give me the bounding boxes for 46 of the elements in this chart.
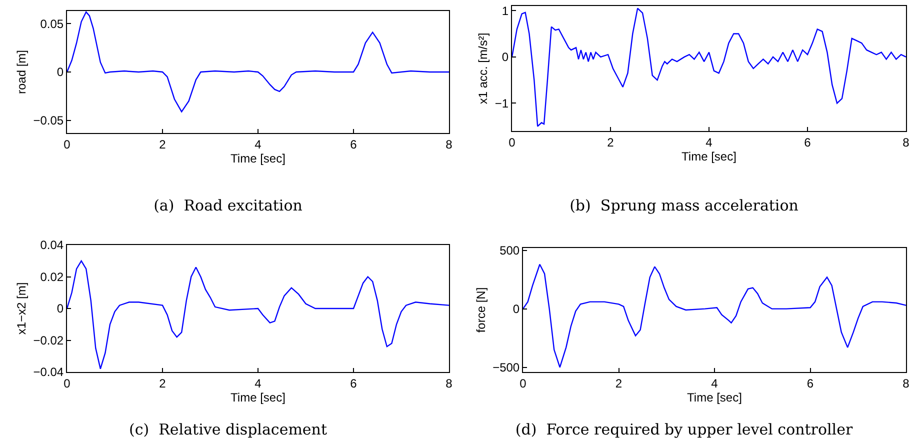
y-axis-title: force [N] (474, 287, 488, 333)
y-tick-label: 0.04 (40, 238, 64, 252)
y-tick-label: −0.05 (33, 114, 64, 128)
y-tick-label: 0.02 (40, 270, 64, 284)
text: (b) Sprung mass acceleration (570, 196, 799, 215)
y-tick-label: −0.04 (33, 365, 64, 380)
line-series (512, 8, 906, 127)
x-tick-label: 8 (902, 135, 910, 150)
y-tick-label: 0 (56, 302, 64, 316)
y-axis-title: road [m] (14, 50, 29, 94)
x-tick-label: 8 (902, 376, 910, 390)
y-axis-title: x1 acc. [m/s²] (476, 32, 490, 104)
x-tick-label: 8 (446, 376, 453, 390)
text: (a) Road excitation (154, 196, 303, 215)
x-axis-title: Time [sec] (230, 151, 286, 166)
x-tick-label: 2 (607, 135, 614, 150)
x-axis-title: Time [sec] (687, 390, 742, 404)
y-tick-label: 0 (56, 65, 64, 80)
x-tick-label: 2 (159, 376, 166, 390)
x-tick-label: 6 (350, 376, 358, 390)
x-tick-label: 4 (711, 376, 718, 390)
y-axis-title: x1−x2 [m] (14, 282, 29, 335)
x-tick-label: 6 (350, 137, 358, 152)
y-tick-label: 0 (502, 50, 509, 64)
x-axis-title: Time [sec] (682, 149, 736, 164)
text: (c) Relative displacement (128, 420, 328, 439)
text: (d) Force required by upper level controller (515, 420, 854, 439)
x-tick-label: 8 (446, 137, 453, 152)
x-tick-label: 6 (806, 376, 814, 390)
y-tick-label: −1 (494, 96, 509, 110)
y-tick-label: 0 (512, 302, 520, 316)
line-series (67, 11, 449, 112)
x-tick-label: 4 (254, 376, 262, 390)
x-tick-label: 2 (615, 376, 622, 390)
y-tick-label: −500 (492, 360, 520, 375)
y-tick-label: −0.02 (33, 333, 64, 348)
y-tick-label: 1 (502, 4, 509, 18)
x-tick-label: 6 (804, 135, 812, 150)
x-tick-label: 4 (706, 135, 713, 150)
line-series (523, 264, 906, 368)
y-tick-label: 0.05 (40, 16, 64, 31)
line-series (67, 260, 449, 370)
x-tick-label: 4 (254, 137, 262, 152)
x-axis-title: Time [sec] (230, 390, 286, 404)
x-tick-label: 2 (159, 137, 166, 152)
y-tick-label: 500 (500, 244, 520, 258)
